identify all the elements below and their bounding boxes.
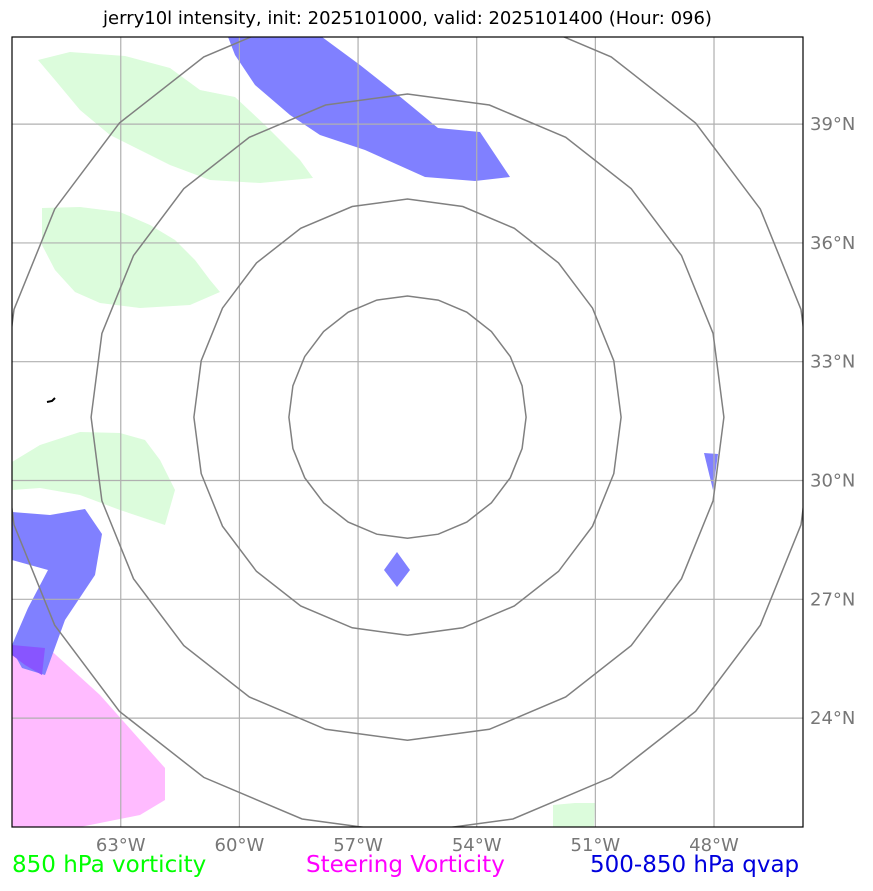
longitude-tick-label: 48°W (689, 835, 739, 856)
longitude-tick-label: 63°W (96, 835, 146, 856)
latitude-tick-label: 27°N (810, 589, 855, 610)
vorticity-850-area (38, 52, 313, 183)
latitude-tick-label: 36°N (810, 233, 855, 254)
steering-vorticity-layer (12, 645, 165, 827)
range-ring (193, 198, 622, 637)
latitude-labels: 39°N 36°N 33°N 30°N 27°N 24°N (810, 114, 855, 729)
range-ring (90, 93, 725, 742)
vorticity-850-area (12, 432, 175, 525)
qvap-area (228, 37, 510, 181)
map-frame (11, 36, 804, 828)
longitude-tick-label: 51°W (571, 835, 621, 856)
longitude-labels: 63°W 60°W 57°W 54°W 51°W 48°W (96, 835, 739, 856)
qvap-area (384, 552, 410, 587)
chart-title: jerry10l intensity, init: 2025101000, va… (103, 8, 712, 29)
range-ring (288, 295, 527, 540)
qvap-area (12, 509, 102, 675)
longitude-tick-label: 60°W (215, 835, 265, 856)
qvap-steering-overlap-area (12, 645, 45, 675)
graticule (12, 37, 803, 827)
vorticity-850-layer (12, 52, 595, 827)
coastline-fragment (46, 397, 56, 403)
vorticity-850-area (42, 207, 220, 308)
range-ring (12, 37, 803, 827)
longitude-tick-label: 54°W (452, 835, 502, 856)
latitude-tick-label: 39°N (810, 114, 855, 135)
steering-vorticity-area (12, 645, 165, 827)
legend-vorticity-850: 850 hPa vorticity (12, 852, 207, 878)
latitude-tick-label: 33°N (810, 352, 855, 373)
vorticity-850-area (553, 803, 595, 827)
latitude-tick-label: 24°N (810, 708, 855, 729)
range-rings (12, 37, 803, 827)
longitude-tick-label: 57°W (333, 835, 383, 856)
legend-qvap: 500-850 hPa qvap (590, 852, 800, 878)
latitude-tick-label: 30°N (810, 471, 855, 492)
legend-steering-vorticity: Steering Vorticity (306, 852, 505, 878)
